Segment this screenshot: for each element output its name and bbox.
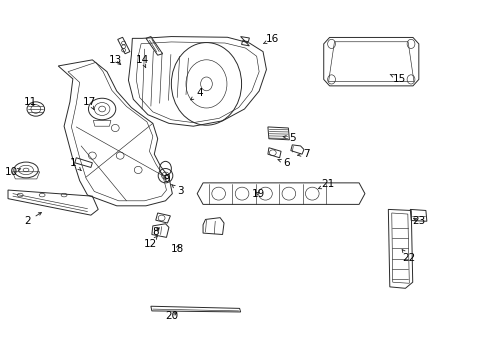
Text: 3: 3 [171, 185, 183, 197]
Text: 18: 18 [170, 244, 183, 254]
Text: 15: 15 [389, 74, 406, 84]
Text: 14: 14 [135, 55, 148, 68]
Text: 23: 23 [411, 216, 425, 226]
Text: 22: 22 [401, 249, 415, 263]
Text: 2: 2 [24, 212, 41, 226]
Text: 6: 6 [278, 158, 290, 168]
Text: 16: 16 [263, 35, 279, 44]
Text: 8: 8 [152, 227, 159, 237]
Text: 19: 19 [251, 189, 264, 199]
Text: 12: 12 [144, 236, 157, 249]
Text: 4: 4 [190, 88, 203, 100]
Text: 21: 21 [318, 179, 334, 189]
Text: 5: 5 [283, 133, 295, 143]
Text: 7: 7 [297, 149, 309, 159]
Text: 20: 20 [164, 311, 178, 320]
Text: 17: 17 [82, 97, 96, 110]
Text: 10: 10 [5, 167, 21, 177]
Text: 11: 11 [24, 97, 38, 107]
Text: 1: 1 [69, 158, 81, 171]
Text: 9: 9 [163, 174, 169, 184]
Text: 13: 13 [108, 55, 122, 65]
